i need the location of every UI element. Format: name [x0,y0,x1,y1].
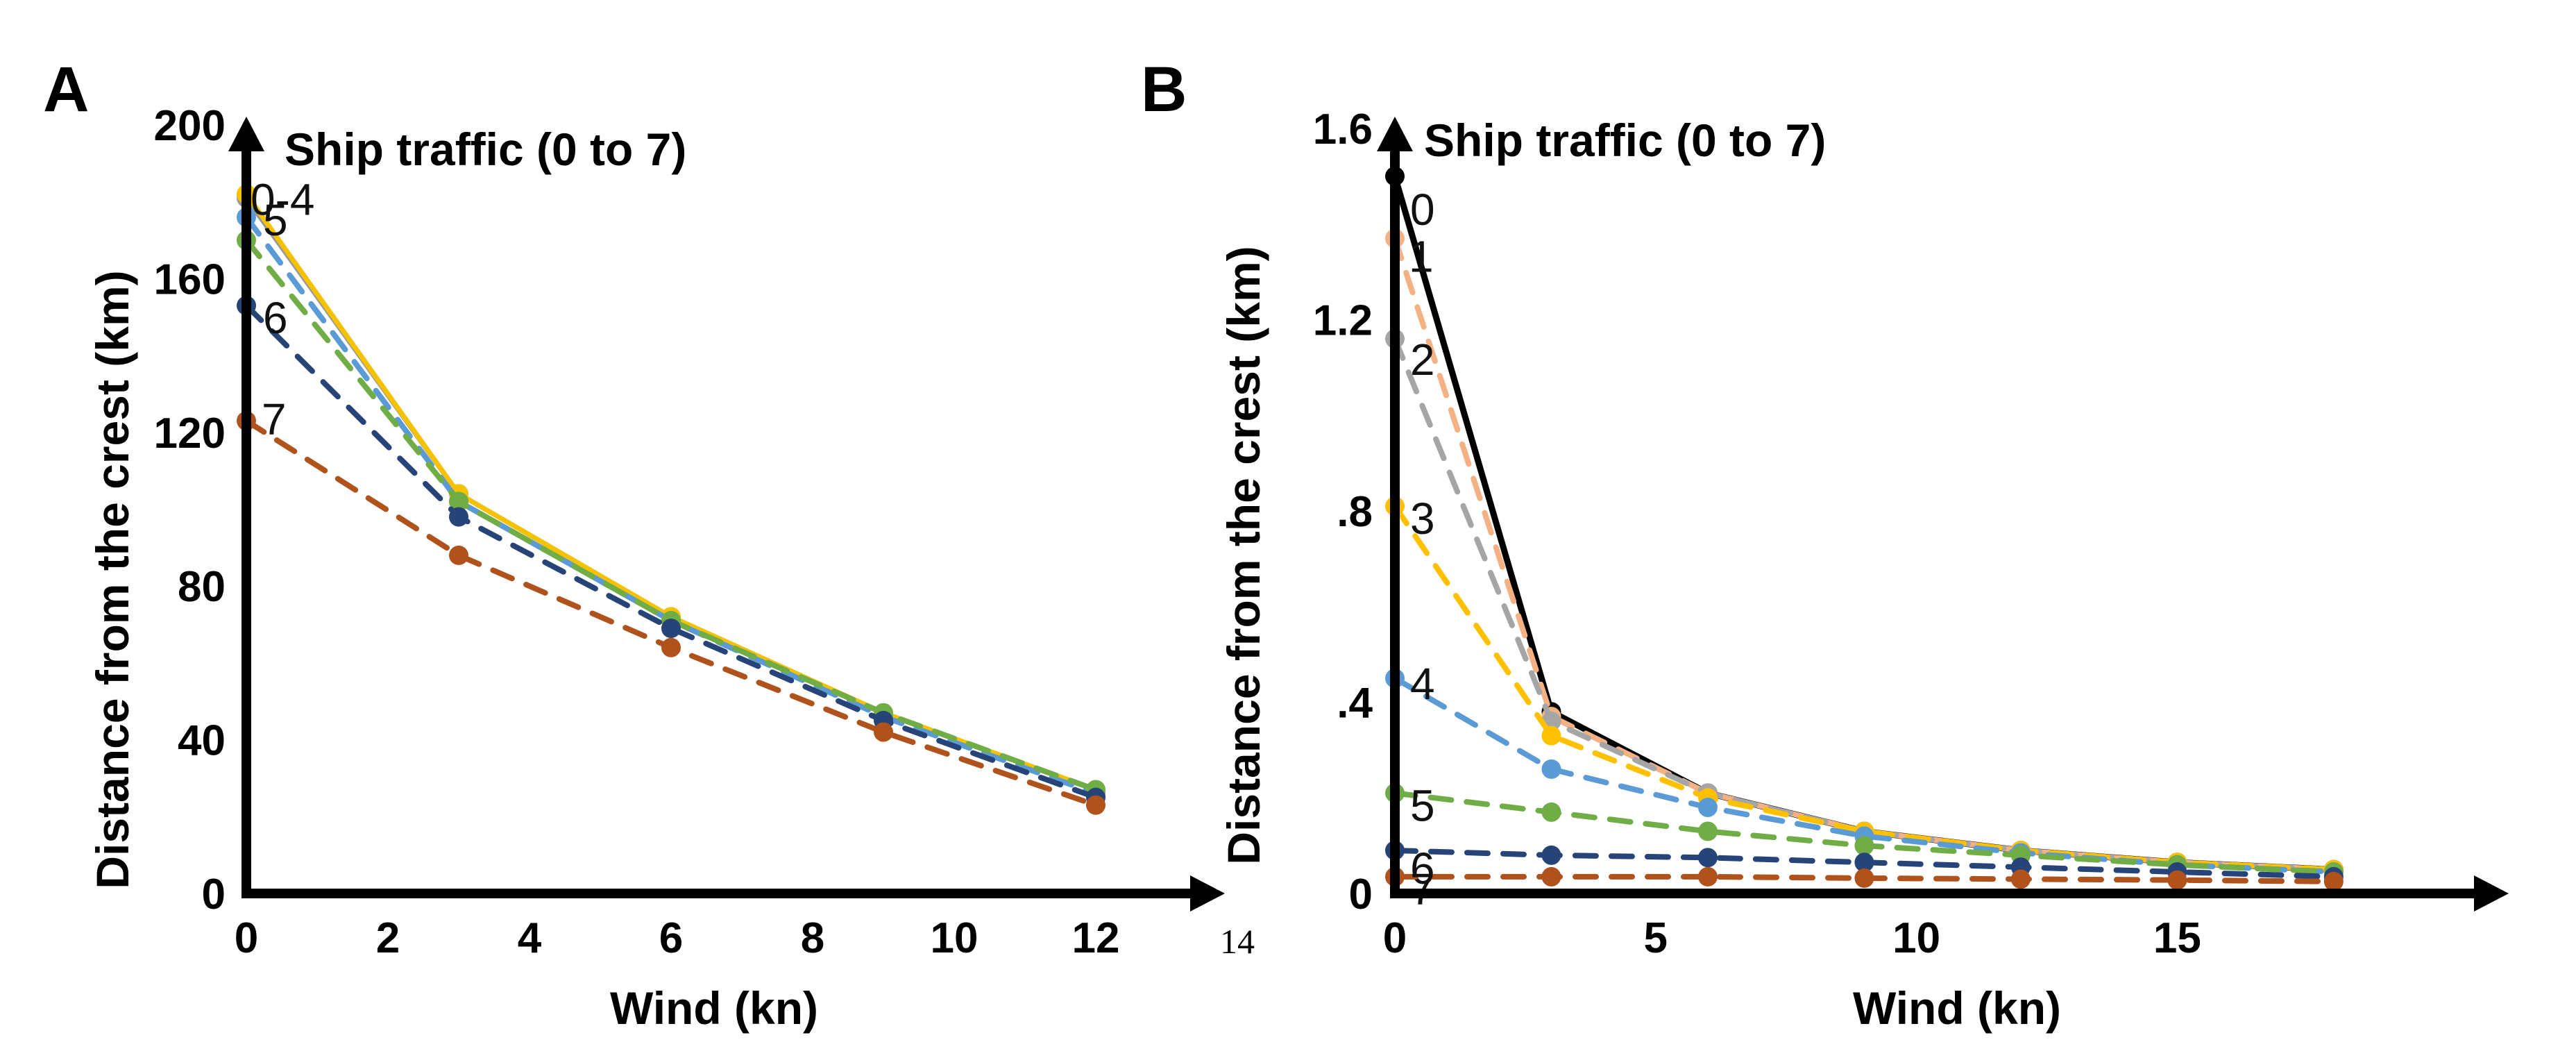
data-point-7 [1541,866,1561,887]
y-tick-label: 80 [178,563,226,611]
data-point-6 [1854,853,1874,873]
x-axis-arrow [1190,875,1225,912]
series-line-1-4 [244,192,1099,793]
series-line-5 [244,214,1099,797]
y-tick-label: 0 [202,871,226,918]
y-tick-label: .4 [1337,680,1373,728]
data-point-6 [1541,845,1561,865]
x-tick-label: 10 [1892,914,1940,962]
y-tick-label: 40 [178,717,226,765]
data-point-5b [449,492,468,512]
data-point-5 [1854,836,1874,856]
x-tick-label: 5 [1644,914,1668,962]
x-tick-label: 0 [235,914,258,962]
panel-a-legend-title: Ship traffic (0 to 7) [285,124,686,175]
y-tick-label: 200 [154,102,226,150]
panel-a-label: A [43,54,89,125]
y-tick-label: 160 [154,255,226,303]
x-tick-label: 10 [931,914,978,962]
data-point-4 [1541,759,1561,779]
series-label-5: 5 [1410,780,1435,830]
data-point-7 [2323,871,2344,891]
y-axis-arrow [1377,117,1413,151]
data-point-7 [661,637,681,657]
x-axis-arrow [2474,875,2509,912]
series-label-6: 6 [263,293,288,343]
series-label-4: 4 [1410,659,1435,709]
series-label-3: 3 [1410,494,1435,544]
series-line-1 [1392,235,2337,873]
panel-a-extra-label: 14 [1220,922,1255,961]
data-point-7 [1086,795,1105,815]
y-tick-label: 120 [154,410,226,457]
data-point-5 [1697,821,1718,841]
data-point-7 [2010,869,2031,889]
panel-b-label: B [1141,54,1187,125]
y-tick-label: .8 [1337,488,1373,536]
data-point-6 [1697,848,1718,868]
series-line-2 [1392,336,2337,873]
panel-b-plot: 0.4.81.21.605101501234567 [1313,106,2509,962]
data-point-7 [1697,866,1718,887]
panel-a-ylabel: Distance from the crest (km) [87,270,138,889]
x-tick-label: 0 [1383,914,1407,962]
data-point-7 [874,722,893,742]
series-line-5b [244,237,1099,793]
panel-a-plot: 0 40 80 120 160 200 0 2 4 6 8 10 12 0-45 6 7 [154,102,1225,962]
y-tick-label: 0 [1349,871,1373,918]
series-label-7: 7 [262,394,287,444]
y-tick-label: 1.2 [1313,297,1373,345]
series-label-1: 1 [1409,231,1434,281]
data-point-5 [1541,802,1561,822]
data-point-7 [1854,868,1874,888]
x-tick-label: 2 [376,914,400,962]
series-line-0 [244,195,1099,793]
x-tick-label: 4 [518,914,542,962]
data-point-6 [449,507,468,527]
y-axis-arrow [228,117,264,151]
panel-a-xlabel: Wind (kn) [610,982,818,1034]
series-label-6: 6 [1410,843,1435,893]
data-point-3 [1541,725,1561,746]
series-label-5: 5 [263,195,288,245]
data-point-4 [1697,798,1718,818]
panel-b-legend-title: Ship traffic (0 to 7) [1424,115,1826,166]
x-tick-label: 6 [659,914,683,962]
series-label-0: 0 [1410,185,1435,235]
data-point-6 [661,619,681,639]
series-label-0-4: 0-4 [251,175,315,225]
series-label-2: 2 [1410,335,1435,385]
panel-b-ylabel: Distance from the crest (km) [1218,246,1269,864]
data-point-7 [2167,870,2187,890]
x-tick-label: 8 [801,914,824,962]
y-tick-label: 1.6 [1313,106,1373,153]
data-point-7 [449,545,468,565]
x-tick-label: 15 [2153,914,2201,962]
x-tick-label: 12 [1072,914,1120,962]
series-line-0 [1391,173,2337,873]
panel-b-xlabel: Wind (kn) [1853,982,2061,1034]
